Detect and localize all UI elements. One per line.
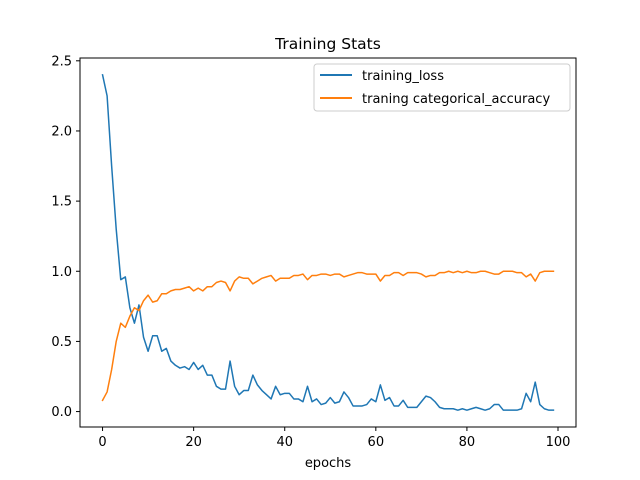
x-tick-label: 40 bbox=[276, 435, 293, 450]
series-line-training-accuracy bbox=[101, 270, 555, 402]
x-tick-label: 20 bbox=[185, 435, 202, 450]
x-tick-label: 80 bbox=[459, 435, 476, 450]
series-line-training-loss bbox=[101, 73, 555, 411]
series-layer bbox=[101, 73, 555, 411]
axes-layer: 0 20 40 60 80 100 0.0 0.5 1.0 1.5 2.0 2.5 bbox=[51, 54, 570, 450]
legend-label-training-loss: training_loss bbox=[362, 69, 444, 84]
y-tick-label: 0.0 bbox=[51, 405, 72, 420]
y-tick-label: 1.5 bbox=[51, 195, 72, 210]
x-tick-label: 0 bbox=[98, 435, 106, 450]
legend: training_loss traning categorical_accura… bbox=[313, 63, 571, 112]
legend-label-training-accuracy: traning categorical_accuracy bbox=[362, 92, 550, 107]
y-tick-label: 2.5 bbox=[51, 54, 72, 69]
y-tick-label: 0.5 bbox=[51, 335, 72, 350]
x-axis-label: epochs bbox=[305, 456, 352, 471]
x-tick-label: 100 bbox=[546, 435, 571, 450]
plot-frame bbox=[79, 57, 577, 428]
x-tick-label: 60 bbox=[368, 435, 385, 450]
y-tick-label: 1.0 bbox=[51, 265, 72, 280]
legend-box bbox=[313, 63, 571, 112]
y-tick-label: 2.0 bbox=[51, 124, 72, 139]
chart-title: Training Stats bbox=[274, 35, 381, 53]
